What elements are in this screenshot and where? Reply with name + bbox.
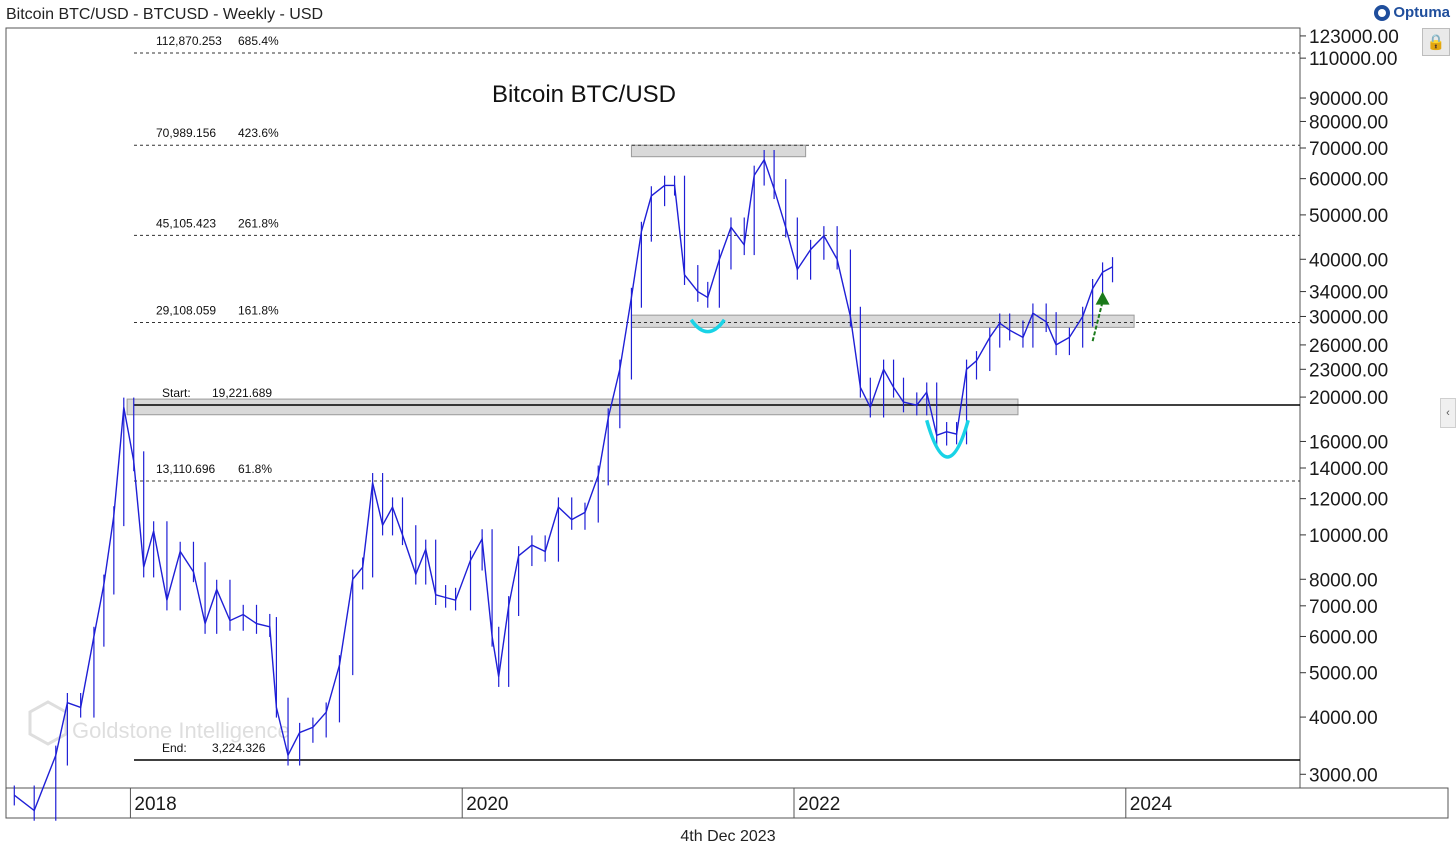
y-tick-label: 123000.00	[1309, 27, 1399, 48]
level-value-label: 29,108.059	[156, 303, 216, 317]
y-tick-label: 26000.00	[1309, 336, 1388, 357]
level-pct-label: 61.8%	[238, 462, 272, 476]
level-value-label: End:	[162, 741, 187, 755]
lock-icon[interactable]: 🔒	[1422, 28, 1450, 56]
x-tick-label: 2018	[134, 794, 176, 815]
x-tick-label: 2024	[1130, 794, 1173, 815]
level-value-label: 112,870.253	[156, 34, 222, 48]
breakout-arrow-icon	[1091, 301, 1104, 342]
x-axis-band	[5, 787, 1449, 819]
x-tick-label: 2020	[466, 794, 508, 815]
level-pct-label: 423.6%	[238, 126, 279, 140]
y-tick-label: 6000.00	[1309, 627, 1378, 648]
watermark-hexagon-icon	[28, 700, 68, 746]
level-value-label: 45,105.423	[156, 216, 216, 230]
y-tick-label: 10000.00	[1309, 526, 1388, 547]
level-pct-label: 3,224.326	[212, 741, 266, 755]
y-tick-label: 30000.00	[1309, 307, 1388, 328]
y-tick-label: 5000.00	[1309, 664, 1378, 685]
brand-label: Optuma	[1393, 4, 1450, 21]
y-tick-label: 23000.00	[1309, 360, 1388, 381]
footer-date: 4th Dec 2023	[680, 828, 776, 845]
level-value-label: Start:	[162, 386, 191, 400]
price-line	[13, 158, 1113, 812]
y-tick-label: 12000.00	[1309, 490, 1388, 511]
level-value-label: 13,110.696	[156, 462, 215, 476]
x-tick-label: 2022	[798, 794, 840, 815]
y-tick-label: 8000.00	[1309, 570, 1378, 591]
cup-pattern-marker	[689, 318, 726, 334]
y-tick-label: 34000.00	[1309, 283, 1388, 304]
y-tick-label: 50000.00	[1309, 206, 1388, 227]
level-value-label: 70,989.156	[156, 126, 216, 140]
level-pct-label: 161.8%	[238, 303, 279, 317]
y-tick-label: 7000.00	[1309, 597, 1378, 618]
watermark-text: Goldstone Intelligence	[72, 718, 290, 743]
watermark-logo: Goldstone Intelligence	[28, 700, 290, 746]
level-pct-label: 19,221.689	[212, 386, 272, 400]
breakout-arrowhead-icon	[1095, 291, 1110, 305]
y-tick-label: 20000.00	[1309, 388, 1388, 409]
y-tick-label: 3000.00	[1309, 765, 1378, 786]
y-tick-label: 80000.00	[1309, 112, 1388, 133]
y-tick-label: 60000.00	[1309, 170, 1388, 191]
level-pct-label: 261.8%	[238, 216, 279, 230]
y-tick-label: 110000.00	[1309, 49, 1397, 70]
optuma-brand: Optuma	[1374, 4, 1450, 21]
y-tick-label: 90000.00	[1309, 89, 1388, 110]
cup-pattern-marker	[925, 419, 970, 459]
chart-window-title: Bitcoin BTC/USD - BTCUSD - Weekly - USD	[6, 6, 324, 23]
y-tick-label: 14000.00	[1309, 459, 1388, 480]
optuma-logo-icon	[1374, 4, 1391, 21]
support-resistance-zone	[630, 314, 1135, 328]
level-pct-label: 685.4%	[238, 34, 279, 48]
y-tick-label: 40000.00	[1309, 250, 1388, 271]
y-tick-label: 70000.00	[1309, 139, 1388, 160]
chart-title: Bitcoin BTC/USD	[492, 81, 676, 108]
y-tick-label: 4000.00	[1309, 708, 1378, 729]
y-tick-label: 16000.00	[1309, 432, 1388, 453]
support-resistance-zone	[126, 398, 1019, 416]
support-resistance-zone	[630, 144, 807, 158]
